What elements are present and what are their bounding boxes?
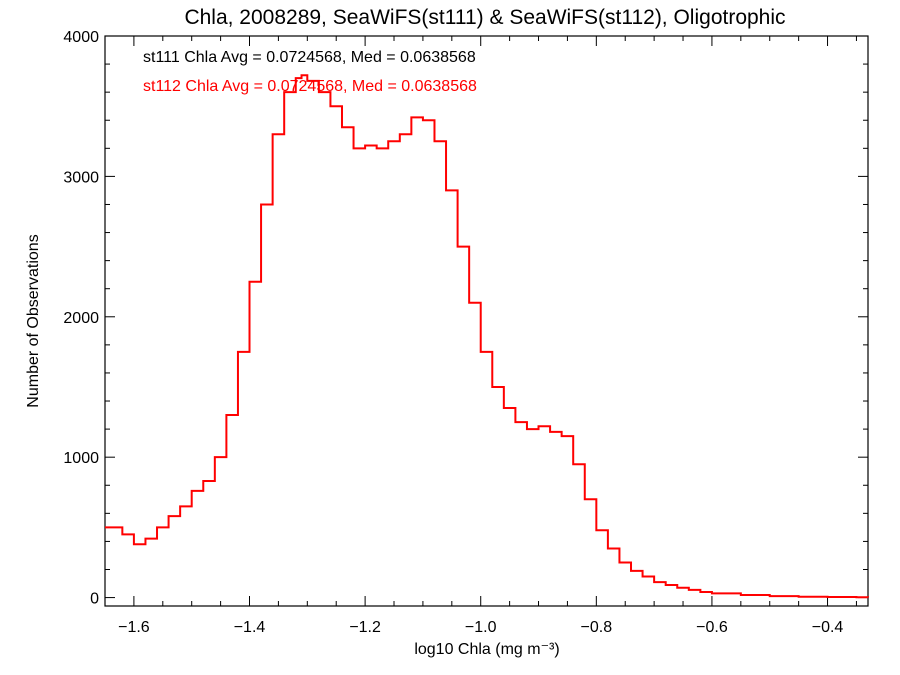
y-axis: 0 1000 2000 3000 4000 (63, 29, 868, 608)
annotation-st111: st111 Chla Avg = 0.0724568, Med = 0.0638… (143, 49, 476, 66)
x-axis-title: log10 Chla (mg m⁻³) (414, 641, 559, 658)
x-tick-label: −1.0 (465, 619, 497, 636)
x-tick-label: −0.8 (581, 619, 613, 636)
y-axis-title: Number of Observations (25, 234, 42, 407)
y-tick-label: 2000 (63, 310, 99, 327)
x-tick-label: −0.6 (696, 619, 728, 636)
annotation-st112: st112 Chla Avg = 0.0724568, Med = 0.0638… (143, 78, 477, 95)
y-tick-label: 4000 (63, 29, 99, 46)
y-tick-label: 1000 (63, 450, 99, 467)
series-line-0 (105, 74, 869, 599)
x-tick-label: −1.4 (234, 619, 266, 636)
x-tick-label: −0.4 (812, 619, 844, 636)
x-tick-label: −1.2 (349, 619, 381, 636)
plot-frame (104, 35, 869, 607)
series-layer (105, 74, 869, 599)
x-tick-label: −1.6 (118, 619, 150, 636)
chart-title: Chla, 2008289, SeaWiFS(st111) & SeaWiFS(… (184, 6, 785, 29)
y-tick-label: 3000 (63, 169, 99, 186)
y-tick-label: 0 (90, 591, 99, 608)
